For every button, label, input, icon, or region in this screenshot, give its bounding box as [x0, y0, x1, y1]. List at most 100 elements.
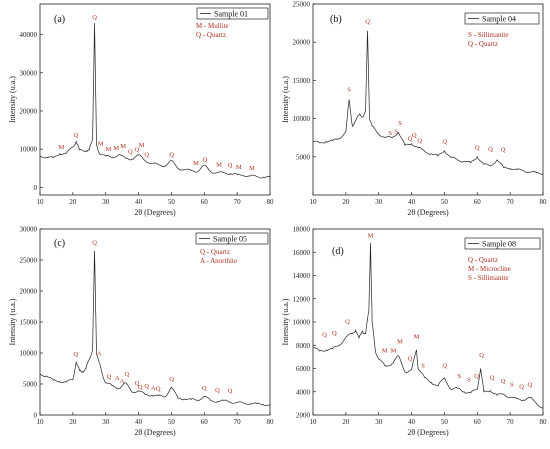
y-tick-label: 40000 [20, 31, 38, 39]
legend-box [464, 237, 541, 250]
chart-panel-4: 10 20 30 40 50 60 70 80 2000 4000 6000 8000 10000 120… [281, 226, 547, 438]
chart-panel-1: 10 20 30 40 50 60 70 80 0 10000 20000 30000 40000 2θ … [8, 3, 274, 217]
peak-label: S [398, 120, 402, 127]
y-tick-label: 18000 [293, 226, 311, 234]
peak-label: M [368, 232, 374, 239]
peak-label: Q [135, 147, 140, 154]
peak-label: M [139, 142, 145, 149]
x-tick-label: 30 [102, 418, 110, 426]
phase-key: A - Anorthite [200, 257, 237, 265]
peak-label: M [249, 165, 255, 172]
x-tick-label: 40 [135, 198, 143, 206]
peak-label: A [120, 378, 125, 385]
x-axis-label: 2θ (Degrees) [407, 428, 449, 437]
panel-label: (c) [54, 238, 65, 249]
y-tick-label: 25000 [20, 257, 38, 265]
peak-label: S [347, 86, 351, 93]
legend: Sample 05 [195, 232, 269, 245]
series-line [312, 242, 544, 409]
peak-label: Q [138, 384, 143, 391]
peak-label: S [388, 130, 392, 137]
x-tick-label: 70 [507, 198, 515, 206]
y-axis-label: Intensity (u.a.) [281, 298, 290, 345]
peak-label: M [236, 164, 242, 171]
peak-label: M [216, 161, 222, 168]
x-axis-label: 2θ (Degrees) [407, 208, 449, 217]
peak-label: Q [528, 381, 533, 388]
peak-label: Q [203, 156, 208, 163]
series-line [312, 30, 544, 175]
series-line [39, 250, 271, 407]
x-tick-label: 40 [408, 418, 416, 426]
y-tick-label: 20000 [293, 39, 311, 47]
peak-label: M [382, 348, 388, 355]
y-tick-label: 25000 [293, 1, 311, 9]
phase-key: S - Sillimanite [468, 31, 508, 39]
x-tick-label: 50 [168, 198, 176, 206]
legend-entry: Sample 05 [213, 235, 247, 244]
peak-label: S [394, 128, 398, 135]
legend-box [196, 7, 269, 20]
peak-label: M [98, 140, 104, 147]
peak-label: Q [332, 330, 337, 337]
peak-label: M [120, 143, 126, 150]
x-tick-label: 10 [37, 418, 45, 426]
peak-label: Q [501, 378, 506, 385]
peak-label: S [467, 377, 471, 384]
peak-label: M [414, 334, 420, 341]
legend: Sample 04 [464, 12, 540, 25]
peak-label: Q [488, 146, 493, 153]
x-tick-label: 10 [37, 198, 45, 206]
peak-label: Q [228, 388, 233, 395]
phase-key: M - Microcline [468, 265, 511, 273]
x-tick-label: 40 [408, 198, 416, 206]
x-axis-label: 2θ (Degrees) [134, 208, 176, 217]
peak-label: M [397, 338, 403, 345]
peak-label: Q [156, 386, 161, 393]
peak-label: Q [125, 371, 130, 378]
plot-frame [312, 3, 544, 196]
peak-label: Q [215, 387, 220, 394]
peak-label: Q [73, 132, 78, 139]
phase-key: M - Mullite [196, 22, 229, 30]
peak-label: Q [144, 151, 149, 158]
peak-label: Q [345, 318, 350, 325]
series-line [39, 23, 271, 179]
x-tick-label: 80 [540, 198, 548, 206]
y-tick-label: 20000 [20, 288, 38, 296]
peak-label: S [421, 363, 425, 370]
peak-label: Q [92, 14, 97, 21]
phase-key: Q - Quartz [468, 40, 498, 48]
phase-key: Q - Quartz [200, 248, 230, 256]
y-tick-label: 16000 [293, 249, 311, 257]
x-tick-label: 10 [310, 418, 318, 426]
y-tick-label: 0 [34, 412, 38, 420]
x-tick-label: 70 [234, 418, 242, 426]
peak-label: Q [202, 385, 207, 392]
legend: Sample 01 [196, 7, 269, 20]
peak-label: Q [144, 383, 149, 390]
y-tick-label: 10000 [293, 319, 311, 327]
peak-label: Q [479, 352, 484, 359]
y-tick-label: 0 [34, 184, 38, 192]
peak-label: Q [408, 356, 413, 363]
peak-label: Q [228, 162, 233, 169]
phase-key: S - Sillimanite [468, 274, 508, 282]
y-axis-label: Intensity (u.a.) [281, 76, 290, 123]
x-tick-label: 80 [540, 418, 548, 426]
y-tick-label: 15000 [20, 319, 38, 327]
peak-label: Q [417, 138, 422, 145]
peak-label: Q [92, 239, 97, 246]
peak-label: M [193, 160, 199, 167]
peak-label: S [457, 373, 461, 380]
panel-label: (b) [330, 14, 342, 25]
peak-label: Q [365, 18, 370, 25]
phase-key: Q - Quartz [468, 256, 498, 264]
y-tick-label: 5000 [23, 381, 38, 389]
x-tick-label: 20 [342, 418, 350, 426]
peak-label: Q [490, 374, 495, 381]
peak-label: Q [474, 373, 479, 380]
y-tick-label: 30000 [20, 226, 38, 234]
peak-label: M [113, 145, 119, 152]
